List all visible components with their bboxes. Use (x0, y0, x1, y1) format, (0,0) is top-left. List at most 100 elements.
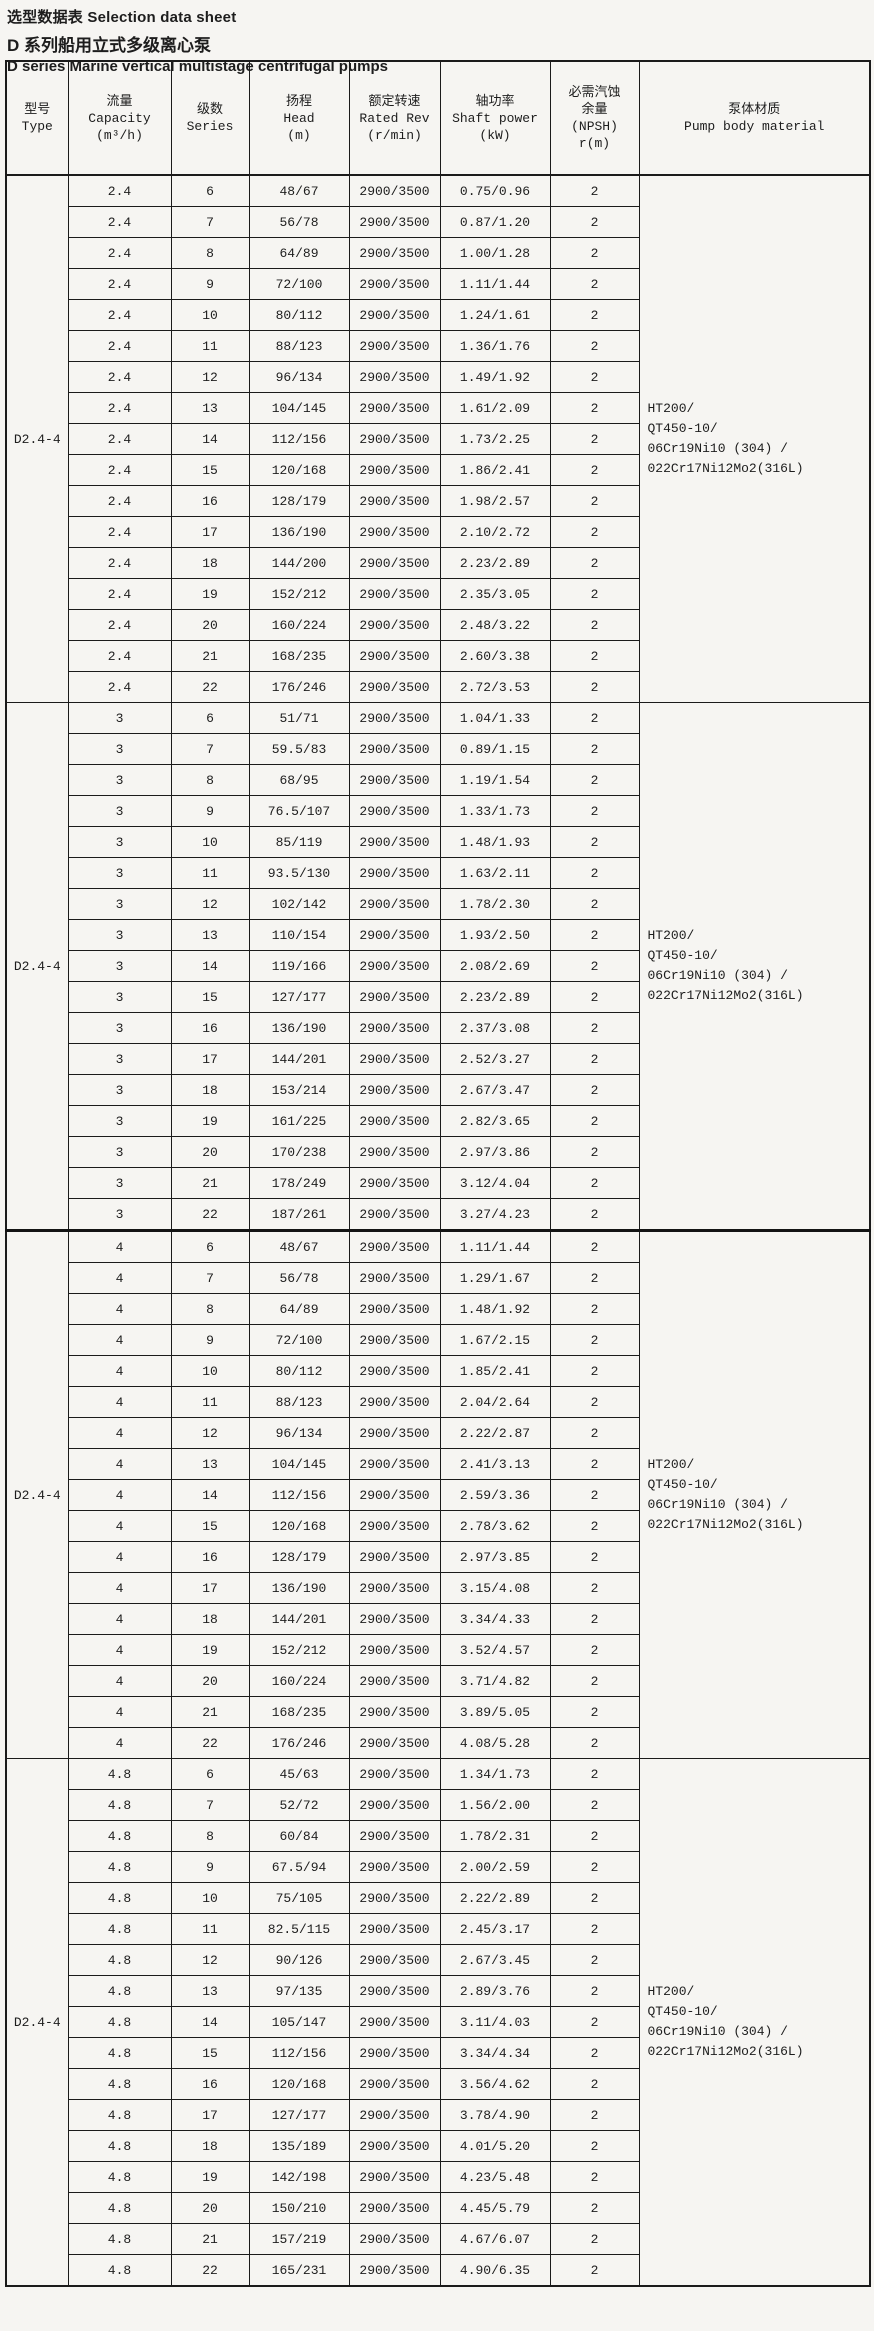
table-row: 4 12 96/134 2900/3500 2.22/2.87 2 (6, 1417, 870, 1449)
cell-npsh: 2 (549, 485, 640, 517)
table-row: 4.8 19 142/198 2900/3500 4.23/5.48 2 (6, 2161, 870, 2193)
cell-series: 18 (170, 1603, 250, 1635)
cell-head: 80/112 (248, 1355, 350, 1387)
cell-shaft-power: 1.48/1.93 (439, 826, 551, 858)
cell-rated-rev: 2900/3500 (348, 2161, 441, 2193)
cell-capacity: 4 (67, 1324, 172, 1356)
cell-rated-rev: 2900/3500 (348, 1820, 441, 1852)
cell-rated-rev: 2900/3500 (348, 1882, 441, 1914)
cell-capacity: 4.8 (67, 2037, 172, 2069)
table-row: 4 17 136/190 2900/3500 3.15/4.08 2 (6, 1572, 870, 1604)
cell-head: 67.5/94 (248, 1851, 350, 1883)
cell-pump-type: D2.4-4 (5, 174, 69, 703)
cell-capacity: 4.8 (67, 2006, 172, 2038)
col-header-npsh: 必需汽蚀 余量 (NPSH) r(m) (549, 60, 640, 176)
cell-rated-rev: 2900/3500 (348, 1634, 441, 1666)
table-row: 2.4 18 144/200 2900/3500 2.23/2.89 2 (6, 547, 870, 579)
cell-capacity: 4.8 (67, 2068, 172, 2100)
table-row: 2.4 7 56/78 2900/3500 0.87/1.20 2 (6, 206, 870, 238)
header-npsh-unit: r(m) (578, 136, 611, 151)
cell-rated-rev: 2900/3500 (348, 485, 441, 517)
cell-series: 15 (170, 454, 250, 486)
cell-capacity: 4 (67, 1603, 172, 1635)
cell-capacity: 3 (67, 1198, 172, 1231)
cell-pump-body-material: HT200/QT450-10/06Cr19Ni10 (304) / 022Cr17… (638, 1229, 871, 1759)
table-row: 4.8 18 135/189 2900/3500 4.01/5.20 2 (6, 2130, 870, 2162)
cell-npsh: 2 (549, 2068, 640, 2100)
cell-series: 18 (170, 1074, 250, 1106)
cell-capacity: 4.8 (67, 2192, 172, 2224)
cell-shaft-power: 3.11/4.03 (439, 2006, 551, 2038)
header-rev-unit: (r/min) (367, 127, 422, 143)
cell-series: 19 (170, 578, 250, 610)
cell-rated-rev: 2900/3500 (348, 174, 441, 207)
cell-npsh: 2 (549, 1167, 640, 1199)
header-row: 型号 Type 流量 Capacity (m³/h) 级数 Series 扬程 … (5, 60, 871, 176)
cell-head: 104/145 (248, 1448, 350, 1480)
header-series-zh: 级数 (196, 102, 223, 117)
table-row: 3 12 102/142 2900/3500 1.78/2.30 2 (6, 888, 870, 920)
cell-head: 160/224 (248, 609, 350, 641)
header-type-zh: 型号 (24, 102, 51, 117)
cell-head: 136/190 (248, 1012, 350, 1044)
cell-shaft-power: 4.90/6.35 (439, 2254, 551, 2287)
cell-shaft-power: 1.93/2.50 (439, 919, 551, 951)
cell-head: 85/119 (248, 826, 350, 858)
cell-shaft-power: 2.48/3.22 (439, 609, 551, 641)
cell-series: 6 (170, 1229, 250, 1263)
header-material-zh: 泵体材质 (728, 102, 781, 117)
cell-npsh: 2 (549, 1136, 640, 1168)
cell-series: 17 (170, 1572, 250, 1604)
cell-capacity: 3 (67, 1043, 172, 1075)
cell-capacity: 4 (67, 1634, 172, 1666)
cell-series: 6 (170, 1758, 250, 1790)
header-rev-en: Rated Rev (359, 110, 430, 126)
table-row: 2.4 14 112/156 2900/3500 1.73/2.25 2 (6, 423, 870, 455)
material-line: 06Cr19Ni10 (304) / (647, 1497, 788, 1512)
table-row: 4 14 112/156 2900/3500 2.59/3.36 2 (6, 1479, 870, 1511)
cell-series: 10 (170, 1882, 250, 1914)
cell-series: 6 (170, 174, 250, 207)
cell-series: 7 (170, 1262, 250, 1294)
header-head-unit: (m) (287, 127, 311, 143)
cell-capacity: 3 (67, 1167, 172, 1199)
table-row: 4.8 9 67.5/94 2900/3500 2.00/2.59 2 (6, 1851, 870, 1883)
table-row: 4 19 152/212 2900/3500 3.52/4.57 2 (6, 1634, 870, 1666)
cell-head: 119/166 (248, 950, 350, 982)
cell-rated-rev: 2900/3500 (348, 1789, 441, 1821)
cell-rated-rev: 2900/3500 (348, 1479, 441, 1511)
cell-series: 16 (170, 1012, 250, 1044)
cell-capacity: 4 (67, 1727, 172, 1759)
cell-shaft-power: 1.33/1.73 (439, 795, 551, 827)
col-header-type: 型号 Type (5, 60, 69, 176)
cell-shaft-power: 1.19/1.54 (439, 764, 551, 796)
cell-series: 7 (170, 206, 250, 238)
cell-capacity: 2.4 (67, 299, 172, 331)
cell-rated-rev: 2900/3500 (348, 1386, 441, 1418)
cell-npsh: 2 (549, 640, 640, 672)
table-row: D2.4-4 3 6 51/71 2900/3500 1.04/1.33 2 HT200/QT… (5, 702, 871, 1231)
cell-shaft-power: 4.01/5.20 (439, 2130, 551, 2162)
cell-head: 80/112 (248, 299, 350, 331)
cell-series: 20 (170, 1665, 250, 1697)
cell-rated-rev: 2900/3500 (348, 1727, 441, 1759)
cell-npsh: 2 (549, 1293, 640, 1325)
table-row: 3 10 85/119 2900/3500 1.48/1.93 2 (6, 826, 870, 858)
cell-series: 12 (170, 888, 250, 920)
cell-head: 136/190 (248, 516, 350, 548)
cell-series: 22 (170, 1198, 250, 1231)
cell-shaft-power: 1.11/1.44 (439, 1229, 551, 1263)
table-row: 4 21 168/235 2900/3500 3.89/5.05 2 (6, 1696, 870, 1728)
cell-capacity: 2.4 (67, 330, 172, 362)
cell-head: 96/134 (248, 1417, 350, 1449)
cell-head: 72/100 (248, 1324, 350, 1356)
table-row: 3 15 127/177 2900/3500 2.23/2.89 2 (6, 981, 870, 1013)
cell-rated-rev: 2900/3500 (348, 1105, 441, 1137)
table-row: 3 11 93.5/130 2900/3500 1.63/2.11 2 (6, 857, 870, 889)
cell-shaft-power: 3.52/4.57 (439, 1634, 551, 1666)
cell-head: 48/67 (248, 174, 350, 207)
cell-series: 16 (170, 1541, 250, 1573)
cell-series: 13 (170, 1448, 250, 1480)
cell-shaft-power: 2.97/3.85 (439, 1541, 551, 1573)
cell-capacity: 2.4 (67, 671, 172, 703)
